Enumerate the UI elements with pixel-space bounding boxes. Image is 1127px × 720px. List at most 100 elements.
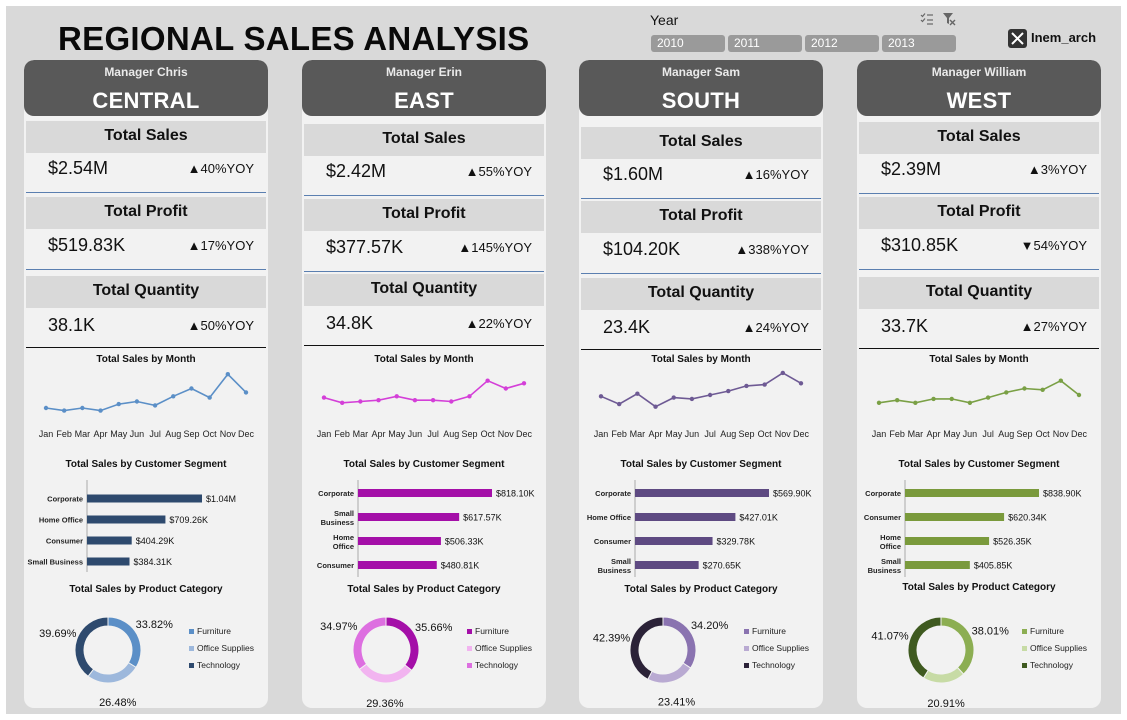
total-sales-yoy: ▲55%YOY [465,164,532,179]
month-point [449,399,454,404]
segment-category-label: Small Business [598,557,631,575]
sales-by-segment-title: Total Sales by Customer Segment [620,459,782,470]
total-profit-yoy: ▲338%YOY [735,242,809,257]
month-tick-label: Jul [427,429,439,439]
sales-by-segment-chart: Corporate $838.90K Consumer $620.34K Home Off… [864,480,1082,577]
month-point [1022,386,1027,391]
segment-category-label: Home Office [333,533,354,551]
month-tick-label: Jul [149,429,161,439]
sales-by-month-title: Total Sales by Month [374,354,474,365]
category-percent-label: 33.82% [136,619,174,631]
segment-value-label: $427.01K [739,513,778,523]
month-point [985,395,991,400]
legend-swatch [1022,663,1027,668]
segment-value-label: $617.57K [463,513,502,523]
region-header: Manager Chris CENTRAL [24,60,268,116]
total-sales-value: $2.54M [48,158,109,178]
region-name: WEST [946,88,1012,113]
sales-by-category-title: Total Sales by Product Category [69,584,223,595]
category-percent-label: 38.01% [972,626,1010,638]
segment-bar [635,561,699,569]
sales-by-segment-chart: Corporate $818.10K Small Business $617.57K Ho… [317,480,535,577]
segment-bar [87,536,132,545]
sales-line [878,379,1080,404]
legend-label: Technology [752,660,796,670]
month-tick-label: Aug [165,429,181,439]
total-profit-header: Total Profit [304,199,544,231]
total-sales-value: $2.39M [881,159,942,179]
legend-swatch [467,629,472,634]
sales-by-category-chart: 34.20% Furniture 23.41% Office Supplies 42.3… [593,616,809,708]
total-sales-header: Total Sales [859,122,1099,154]
month-tick-label: Jul [704,429,716,439]
segment-bar [87,515,166,524]
month-point [616,401,622,407]
month-tick-label: Dec [1071,429,1088,439]
year-2013-button[interactable]: 2013 [882,35,956,52]
legend-label: Office Supplies [752,643,809,653]
month-point [339,400,345,405]
segment-category-label: Home Office [39,516,83,525]
segment-value-label: $838.90K [1043,489,1082,499]
kpi-divider [581,198,821,199]
legend-label: Furniture [475,626,509,636]
sales-by-month-chart: Jan Feb Mar Apr May Jun Jul Aug Sep Oct Nov Dec [317,378,532,439]
month-tick-label: Apr [927,429,941,439]
month-tick-label: Mar [630,429,646,439]
multi-select-icon[interactable] [920,12,934,26]
total-quantity-value: 33.7K [881,316,929,336]
category-percent-label: 29.36% [366,698,404,708]
total-profit-value: $104.20K [603,239,681,259]
month-tick-label: Jan [872,429,887,439]
year-2010-button[interactable]: 2010 [651,35,725,52]
segment-value-label: $569.90K [773,489,812,499]
legend-swatch [1022,646,1027,651]
segment-category-label: Small Business [321,509,354,527]
legend-swatch [189,646,194,651]
total-profit-label: Total Profit [659,207,743,224]
legend-swatch [744,629,749,634]
kpi-divider [859,193,1099,194]
legend-swatch [189,629,194,634]
region-header: Manager Sam SOUTH [579,60,823,116]
month-tick-label: Feb [889,429,905,439]
category-percent-label: 34.97% [320,621,358,633]
total-quantity-value: 38.1K [48,315,96,335]
segment-bar [358,489,492,497]
page-title: REGIONAL SALES ANALYSIS [58,20,530,57]
sales-by-category-title: Total Sales by Product Category [902,582,1056,593]
month-point [1004,390,1009,395]
month-tick-label: Mar [353,429,369,439]
category-slice [385,616,420,672]
sales-line [45,372,247,412]
year-2012-button[interactable]: 2012 [805,35,879,52]
month-tick-label: Mar [75,429,91,439]
kpi-divider [26,269,266,270]
month-tick-label: Feb [611,429,627,439]
month-tick-label: Nov [1053,429,1070,439]
month-point [394,394,399,399]
month-tick-label: Jun [408,429,423,439]
month-point [689,396,695,402]
month-point [598,394,604,399]
month-tick-label: May [665,429,683,439]
month-point [707,392,713,398]
sales-by-segment-title: Total Sales by Customer Segment [898,459,1060,470]
sales-by-segment-title: Total Sales by Customer Segment [65,459,227,470]
month-tick-label: Jun [963,429,978,439]
total-quantity-label: Total Quantity [925,283,1033,300]
author-handle: Inem_arch [1031,30,1097,45]
total-sales-header: Total Sales [581,127,821,159]
region-panel-west: Manager William WEST Total Sales $2.39M ▲3%Y… [857,60,1101,708]
total-profit-label: Total Profit [937,203,1021,220]
segment-value-label: $818.10K [496,489,535,499]
segment-category-label: Corporate [47,495,83,504]
month-tick-label: Feb [56,429,72,439]
total-profit-yoy: ▼54%YOY [1020,238,1087,253]
sales-by-month-title: Total Sales by Month [929,354,1029,365]
month-point [671,395,676,400]
total-profit-yoy: ▲145%YOY [458,240,532,255]
clear-filter-icon[interactable] [942,12,956,26]
legend-label: Furniture [1030,626,1064,636]
year-2011-button[interactable]: 2011 [728,35,802,52]
